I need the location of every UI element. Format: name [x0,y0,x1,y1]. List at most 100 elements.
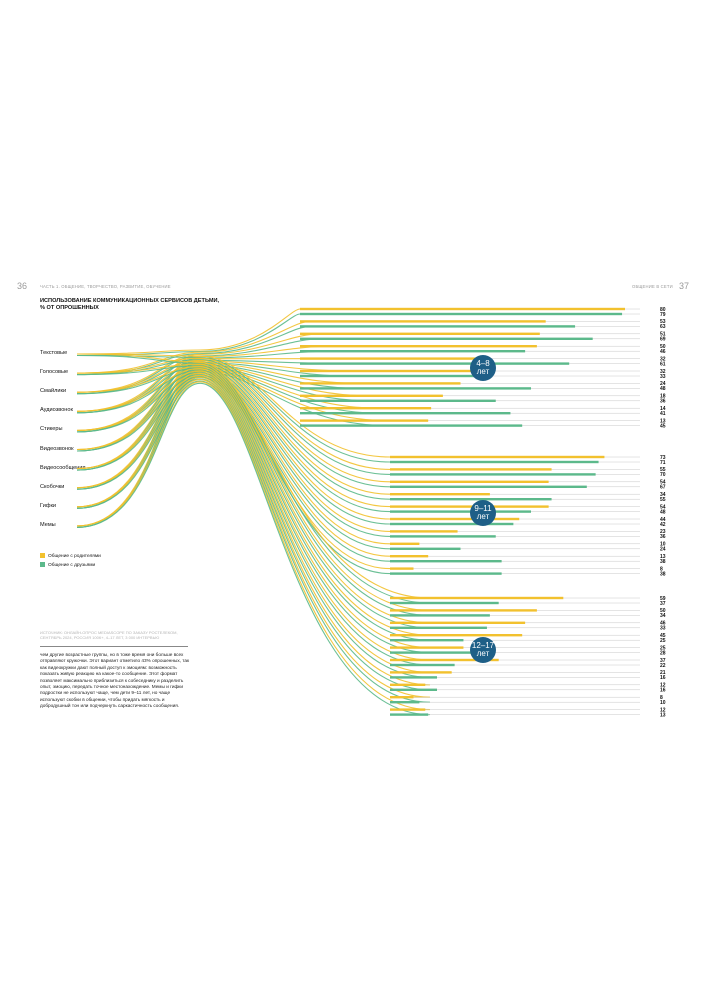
bar-friends [390,460,599,464]
value-label-friends: 67 [660,485,666,491]
connector-line-friends [76,380,431,703]
legend-swatch-parents [40,553,45,558]
bar-parents [390,708,426,711]
running-head-left: ЧАСТЬ 1. ОБЩЕНИЕ, ТВОРЧЕСТВО, РАЗВИТИЕ, … [40,284,171,289]
service-label: Видеозвонок [40,445,74,452]
value-label-parents: 10 [660,542,666,548]
connector-line-friends [76,365,431,616]
value-label-parents: 34 [660,492,666,498]
connector-line-parents [76,373,391,557]
value-label-friends: 46 [660,349,666,355]
age-group-label: лет [477,512,490,521]
bar-parents [300,307,625,311]
bar-parents [300,320,546,323]
value-label-friends: 38 [660,559,666,565]
connector-line-parents [76,365,431,624]
age-group-badge [470,355,496,381]
service-label: Аудиозвонок [40,407,73,414]
bar-friends [390,522,514,526]
page-number-left: 36 [17,281,28,291]
age-group-badge [470,500,496,526]
legend-label-parents: Общение с родителями [48,554,101,559]
value-label-parents: 12 [660,707,666,713]
age-group-label: 12–17 [472,641,495,650]
bar-parents [390,646,464,649]
bar-parents [390,517,520,521]
value-label-friends: 69 [660,337,666,343]
bar-parents [390,468,552,471]
value-label-friends: 25 [660,638,666,644]
connector-line-parents [76,353,391,458]
bar-parents [390,555,429,558]
bar-parents [390,596,564,600]
bar-friends [390,676,437,679]
value-label-friends: 16 [660,675,666,681]
value-label-parents: 8 [660,695,663,701]
service-label: Видеосообщения [40,464,86,471]
value-label-friends: 24 [660,547,666,553]
value-label-friends: 55 [660,497,666,503]
bar-parents [390,696,414,699]
bar-friends [390,639,464,642]
age-group-label: 9–11 [474,504,492,513]
bar-parents [390,634,523,637]
value-label-friends: 71 [660,460,666,466]
bar-friends [390,485,587,488]
bar-parents [300,332,540,335]
connector-line-parents [76,308,390,355]
service-label: Голосовые [40,369,69,376]
bar-friends [390,663,455,667]
body-paragraph: чем другие возрастные группы, но в тоже … [40,652,190,709]
bar-friends [300,412,511,415]
connector-line-friends [76,382,431,716]
service-label: Смайлики [40,388,67,395]
age-group-badge [470,637,496,663]
connector-line-parents [76,359,391,483]
value-label-friends: 41 [660,411,666,417]
connector-line-parents [76,376,431,686]
service-label: Стикеры [40,426,63,433]
service-label: Гифки [40,502,57,509]
connector-line-parents [76,374,431,673]
value-label-friends: 70 [660,472,666,478]
value-label-friends: 33 [660,374,666,380]
connector-line-parents [76,381,431,711]
value-label-friends: 22 [660,663,666,669]
value-label-friends: 63 [660,324,666,330]
value-label-friends: 48 [660,386,666,392]
value-label-parents: 46 [660,621,666,627]
bar-friends [300,325,576,328]
value-label-parents: 21 [660,670,666,676]
bar-friends [300,362,570,365]
value-label-parents: 37 [660,658,666,664]
value-label-parents: 50 [660,608,666,614]
value-label-friends: 16 [660,688,666,694]
page-number-right: 37 [679,281,690,291]
connector-line-friends [76,361,391,488]
service-label: Скобочки [40,483,65,490]
bar-friends [390,626,487,629]
bar-parents [390,530,458,533]
value-label-friends: 79 [660,312,666,318]
legend-swatch-friends [40,562,45,567]
value-label-friends: 28 [660,650,666,656]
bar-friends [300,350,526,353]
value-label-parents: 45 [660,633,666,639]
connector-line-friends [76,354,431,604]
bar-friends [300,374,487,378]
value-label-parents: 80 [660,307,666,313]
value-label-parents: 54 [660,480,666,486]
value-label-parents: 12 [660,683,666,689]
value-label-friends: 61 [660,361,666,367]
value-label-parents: 44 [660,517,666,523]
running-head-right: ОБЩЕНИЕ В СЕТИ [632,284,673,289]
connector-line-parents [76,368,431,636]
value-label-parents: 24 [660,381,666,387]
bar-friends [300,424,523,427]
bar-friends [390,510,531,513]
connector-line-friends [76,378,431,691]
age-group-label: 4–8 [476,359,490,368]
value-label-friends: 45 [660,423,666,429]
divider [40,646,188,647]
